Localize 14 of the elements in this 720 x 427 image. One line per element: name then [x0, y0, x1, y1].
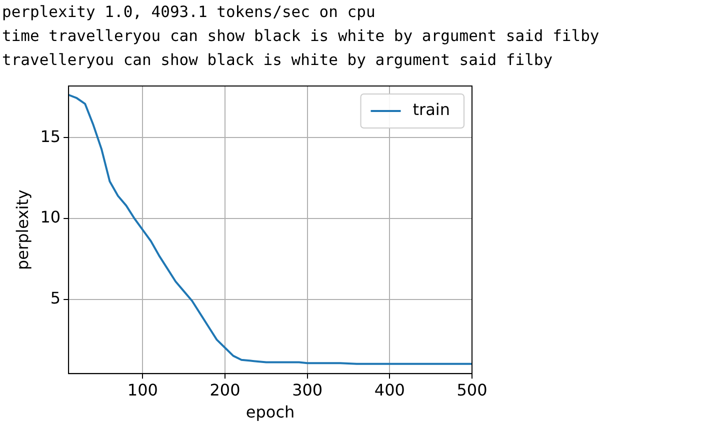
x-tick-label: 500 — [456, 380, 488, 400]
x-tick-label: 400 — [374, 380, 405, 400]
legend-label: train — [412, 100, 450, 120]
y-tick-label: 10 — [40, 208, 61, 227]
text: perplexity 1.0, 4093.1 tokens/sec on cpu — [2, 2, 376, 23]
x-tick-label: 300 — [292, 380, 323, 400]
y-tick-label: 5 — [50, 288, 61, 308]
x-tick-label: 100 — [127, 380, 158, 400]
text: time travelleryou can show black is white by argument said filby — [2, 26, 600, 47]
x-tick-label: 200 — [210, 380, 240, 400]
text: travelleryou can show black is white by argument said filby — [2, 50, 554, 71]
y-tick-label: 15 — [40, 126, 61, 146]
y-axis-title: perplexity — [12, 190, 32, 270]
x-axis-title: epoch — [246, 402, 295, 422]
